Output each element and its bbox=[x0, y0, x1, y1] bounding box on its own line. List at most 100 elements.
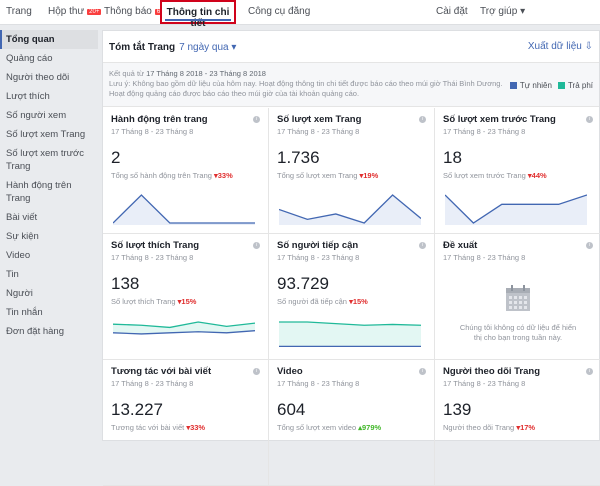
help-menu[interactable]: Trợ giúp ▾ bbox=[480, 6, 526, 17]
card-date: 17 Tháng 8 - 23 Tháng 8 bbox=[111, 379, 194, 388]
sidebar-item[interactable]: Sự kiện bbox=[6, 231, 39, 242]
calendar-icon bbox=[506, 285, 530, 311]
info-icon[interactable]: i bbox=[586, 368, 593, 375]
sparkline-area bbox=[445, 195, 587, 225]
sparkline-chart bbox=[445, 194, 587, 225]
sparkline-area bbox=[279, 322, 421, 347]
card-date: 17 Tháng 8 - 23 Tháng 8 bbox=[111, 253, 194, 262]
info-icon[interactable]: i bbox=[253, 368, 260, 375]
card-value: 93.729 bbox=[277, 274, 329, 293]
legend-organic: Tự nhiên bbox=[519, 81, 552, 90]
metric-card[interactable]: Video 17 Tháng 8 - 23 Tháng 8 i 604 Tổng … bbox=[269, 360, 435, 486]
change-indicator: ▴979% bbox=[358, 423, 382, 432]
sidebar-item[interactable]: Quảng cáo bbox=[6, 53, 53, 64]
tab-inbox[interactable]: Hộp thư 20+ bbox=[48, 6, 102, 17]
card-title: Số lượt xem Trang bbox=[277, 114, 362, 125]
sidebar-item[interactable]: Hành động trên Trang bbox=[6, 180, 72, 204]
info-icon[interactable]: i bbox=[586, 116, 593, 123]
sparkline-chart bbox=[279, 321, 421, 348]
card-title: Người theo dõi Trang bbox=[443, 366, 541, 377]
metric-card[interactable]: Tương tác với bài viết 17 Tháng 8 - 23 T… bbox=[103, 360, 269, 486]
card-value: 13.227 bbox=[111, 400, 163, 419]
sparkline-series bbox=[113, 194, 255, 224]
card-value: 1.736 bbox=[277, 148, 320, 167]
sparkline-series bbox=[279, 321, 421, 326]
top-nav: Trang Hộp thư 20+ Thông báo 6 Thông tin ch… bbox=[0, 0, 600, 29]
card-sub-label: Số lượt xem trước Trang bbox=[443, 171, 526, 180]
tab-publishing-tools[interactable]: Công cụ đăng bbox=[248, 6, 311, 17]
inbox-badge: 20+ bbox=[87, 9, 102, 15]
card-value: 2 bbox=[111, 148, 121, 167]
sparkline-area bbox=[279, 195, 421, 225]
tab-notifications[interactable]: Thông báo 6 bbox=[104, 6, 163, 17]
empty-state: Chúng tôi không có dữ liệu để hiển thị c… bbox=[435, 284, 600, 343]
summary-header: Tóm tắt Trang 7 ngày qua ▾ Xuất dữ liệu ⇩ bbox=[103, 31, 599, 63]
sidebar-item[interactable]: Tin bbox=[6, 269, 19, 280]
card-title: Hành động trên trang bbox=[111, 114, 208, 125]
card-subtitle: Tổng số lượt xem video ▴979% bbox=[277, 423, 426, 432]
sparkline-area bbox=[113, 322, 255, 334]
info-note: Kết quả từ 17 Tháng 8 2018 - 23 Tháng 8 … bbox=[103, 63, 599, 107]
card-subtitle: Số người đã tiếp cận ▾15% bbox=[277, 297, 426, 306]
legend-paid: Trả phí bbox=[567, 81, 593, 90]
metric-card[interactable]: Số người tiếp cận 17 Tháng 8 - 23 Tháng … bbox=[269, 234, 435, 360]
sidebar-item[interactable]: Số người xem bbox=[6, 110, 67, 121]
card-sub-label: Tổng số lượt xem video bbox=[277, 423, 357, 432]
info-icon[interactable]: i bbox=[419, 116, 426, 123]
date-range-dropdown[interactable]: 7 ngày qua ▾ bbox=[179, 42, 237, 53]
note-ads: Hoạt động quảng cáo được báo cáo theo mú… bbox=[109, 89, 360, 98]
sparkline-series bbox=[113, 321, 255, 329]
info-icon[interactable]: i bbox=[419, 368, 426, 375]
info-icon[interactable]: i bbox=[586, 242, 593, 249]
sparkline-chart bbox=[113, 194, 255, 225]
card-sub-label: Số người đã tiếp cận bbox=[277, 297, 347, 306]
sidebar-item[interactable]: Số lượt xem Trang bbox=[6, 129, 86, 140]
sidebar-item[interactable]: Tin nhắn bbox=[6, 307, 43, 318]
sidebar-item[interactable]: Tổng quan bbox=[0, 30, 98, 49]
card-date: 17 Tháng 8 - 23 Tháng 8 bbox=[443, 379, 526, 388]
sparkline-series bbox=[279, 194, 421, 224]
card-sub-label: Tương tác với bài viết bbox=[111, 423, 185, 432]
sidebar-item[interactable]: Bài viết bbox=[6, 212, 38, 223]
metric-card[interactable]: Người theo dõi Trang 17 Tháng 8 - 23 Thá… bbox=[435, 360, 600, 486]
results-range: 17 Tháng 8 2018 - 23 Tháng 8 2018 bbox=[146, 69, 266, 78]
sparkline-series bbox=[445, 194, 587, 224]
card-value: 604 bbox=[277, 400, 306, 419]
card-sub-label: Tổng số lượt xem Trang bbox=[277, 171, 358, 180]
metric-card[interactable]: Số lượt xem Trang 17 Tháng 8 - 23 Tháng … bbox=[269, 108, 435, 234]
card-title: Đề xuất bbox=[443, 240, 478, 251]
export-data-button[interactable]: Xuất dữ liệu ⇩ bbox=[527, 41, 593, 52]
change-indicator: ▾44% bbox=[527, 171, 547, 180]
paid-swatch bbox=[557, 82, 565, 89]
page-title: Tóm tắt Trang 7 ngày qua ▾ bbox=[109, 42, 236, 53]
card-date: 17 Tháng 8 - 23 Tháng 8 bbox=[443, 253, 526, 262]
tab-page[interactable]: Trang bbox=[6, 6, 32, 17]
tab-insights[interactable]: Thông tin chi tiết bbox=[160, 0, 236, 29]
card-sub-label: Số lượt thích Trang bbox=[111, 297, 176, 306]
metric-card[interactable]: Số lượt thích Trang 17 Tháng 8 - 23 Thán… bbox=[103, 234, 269, 360]
legend: Tự nhiên Trả phí bbox=[504, 81, 593, 91]
card-title: Số người tiếp cận bbox=[277, 240, 359, 251]
info-icon[interactable]: i bbox=[253, 116, 260, 123]
card-subtitle: Số lượt xem trước Trang ▾44% bbox=[443, 171, 593, 180]
metric-card[interactable]: Đề xuất 17 Tháng 8 - 23 Tháng 8 i Chúng t… bbox=[435, 234, 600, 360]
card-date: 17 Tháng 8 - 23 Tháng 8 bbox=[443, 127, 526, 136]
card-subtitle: Tổng số lượt xem Trang ▾19% bbox=[277, 171, 426, 180]
metric-card[interactable]: Số lượt xem trước Trang 17 Tháng 8 - 23 … bbox=[435, 108, 600, 234]
results-prefix: Kết quả từ bbox=[109, 69, 145, 78]
sidebar-item[interactable]: Lượt thích bbox=[6, 91, 50, 102]
info-icon[interactable]: i bbox=[419, 242, 426, 249]
metric-card[interactable]: Hành động trên trang 17 Tháng 8 - 23 Thá… bbox=[103, 108, 269, 234]
notifications-badge: 6 bbox=[154, 9, 163, 15]
sidebar-item[interactable]: Số lượt xem trước Trang bbox=[6, 148, 84, 172]
tab-notifications-label: Thông báo bbox=[104, 6, 152, 17]
sidebar-item[interactable]: Đơn đặt hàng bbox=[6, 326, 64, 337]
info-icon[interactable]: i bbox=[253, 242, 260, 249]
sidebar-item[interactable]: Người bbox=[6, 288, 33, 299]
empty-message: Chúng tôi không có dữ liệu để hiển thị c… bbox=[459, 323, 577, 342]
sidebar: Tổng quan Quảng cáo Người theo dõi Lượt thí… bbox=[0, 30, 98, 341]
sidebar-item[interactable]: Người theo dõi bbox=[6, 72, 70, 83]
card-subtitle: Tương tác với bài viết ▾33% bbox=[111, 423, 260, 432]
settings-link[interactable]: Cài đặt bbox=[436, 6, 468, 17]
sidebar-item[interactable]: Video bbox=[6, 250, 31, 261]
